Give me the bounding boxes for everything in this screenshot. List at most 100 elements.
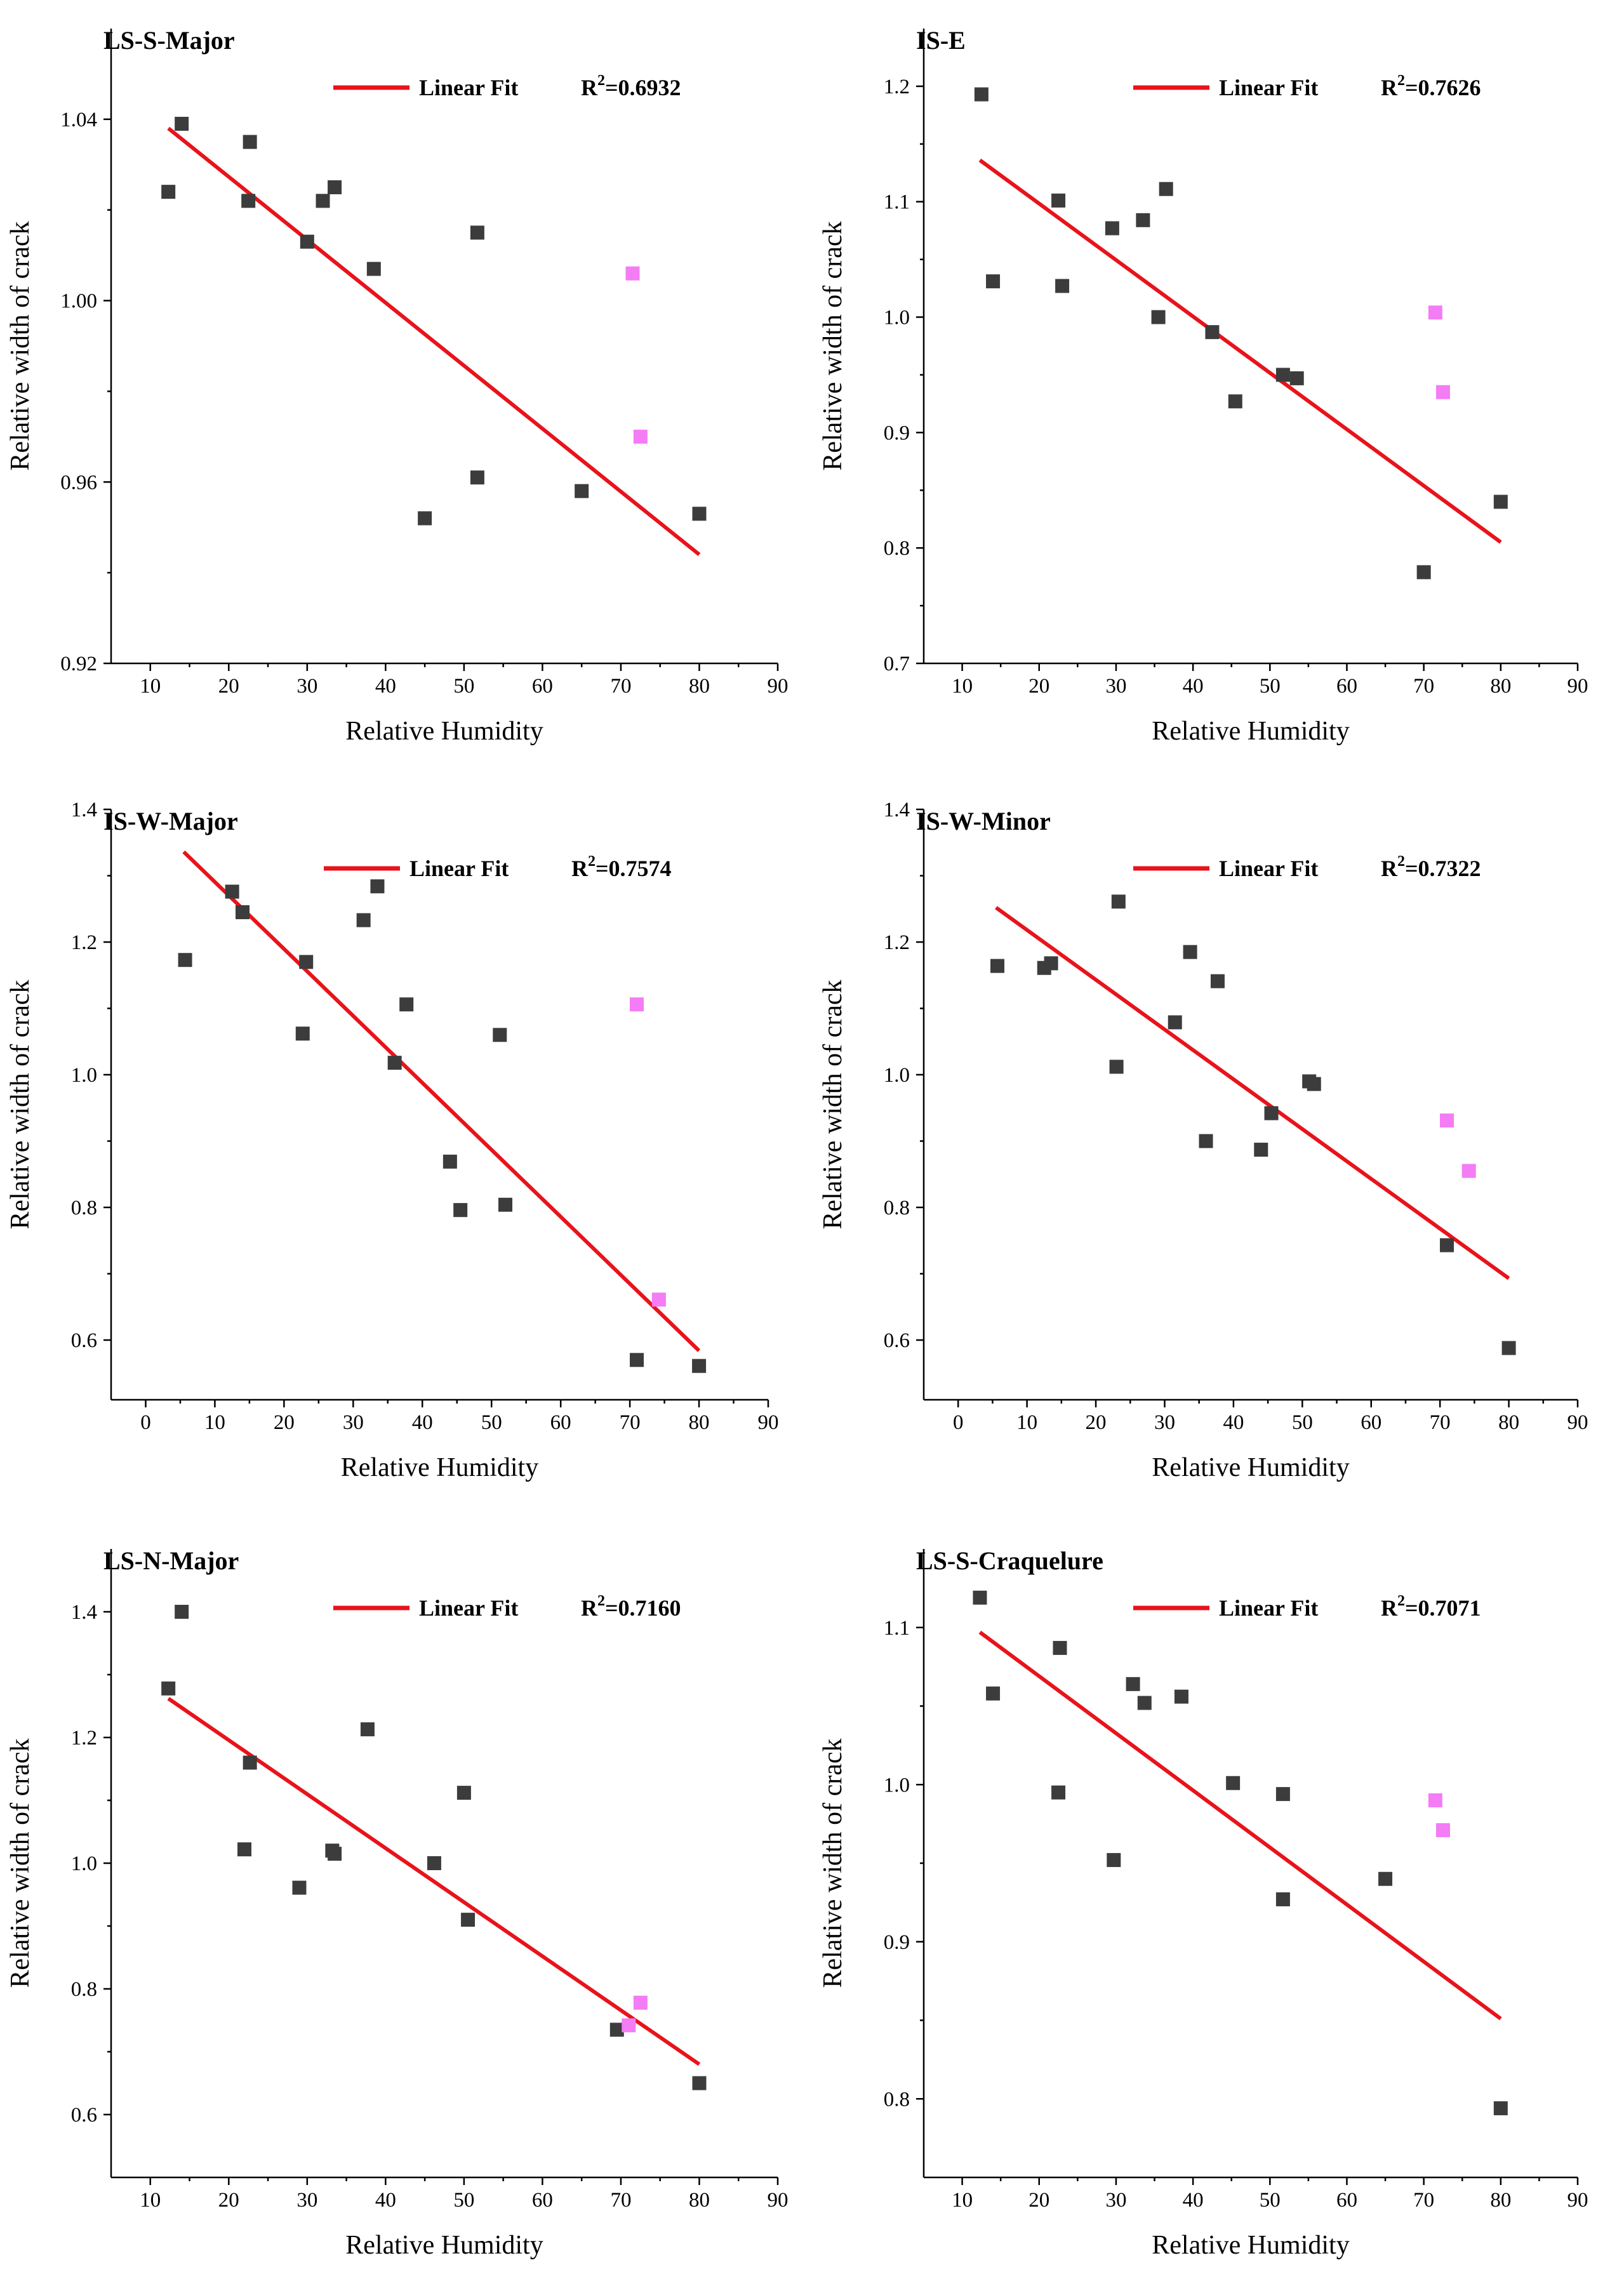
- x-tick-label: 40: [1183, 2189, 1204, 2212]
- r2-prefix: R: [1381, 75, 1398, 100]
- data-point: [493, 1028, 507, 1042]
- data-point: [175, 117, 189, 131]
- data-point: [427, 1856, 441, 1870]
- chart-panel-5: 10 20 30 40 50 60 70 80 90 0.6 0.8 1.0 1.2 1.4 Relativ…: [6, 1546, 789, 2260]
- x-tick-label: 70: [1430, 1411, 1451, 1434]
- x-tick-label: 10: [952, 675, 973, 698]
- panel-title: IS-W-Major: [103, 807, 238, 835]
- y-tick-label: 1.1: [884, 1617, 910, 1640]
- data-point: [366, 262, 381, 276]
- x-tick-label: 40: [412, 1411, 433, 1434]
- panel-title: IS-E: [916, 26, 966, 55]
- x-tick-label: 60: [532, 2189, 553, 2212]
- x-axis-title: Relative Humidity: [1152, 717, 1349, 746]
- x-tick-label: 40: [375, 2189, 396, 2212]
- data-point: [175, 1605, 189, 1619]
- x-tick-label: 90: [768, 2189, 789, 2212]
- x-tick-label: 50: [481, 1411, 502, 1434]
- data-point: [1183, 945, 1197, 959]
- r2-prefix: R: [571, 856, 589, 881]
- x-tick-label: 10: [140, 2189, 161, 2212]
- r2-value: =0.7160: [605, 1595, 681, 1621]
- data-point: [241, 194, 256, 208]
- y-tick-label: 1.4: [71, 1601, 97, 1624]
- data-point: [1289, 371, 1304, 385]
- data-point: [1254, 1143, 1268, 1157]
- data-point: [456, 1786, 471, 1800]
- x-tick-label: 30: [296, 675, 317, 698]
- data-point: [1493, 2101, 1508, 2116]
- data-point: [1210, 974, 1225, 988]
- data-point: [328, 1847, 342, 1861]
- linear-fit-line: [978, 158, 1502, 544]
- x-tick-label: 80: [689, 1411, 710, 1434]
- y-tick-label: 1.0: [71, 1852, 97, 1875]
- data-point: [225, 884, 239, 899]
- data-point: [609, 2023, 624, 2037]
- x-tick-label: 40: [1183, 675, 1204, 698]
- data-point: [453, 1203, 468, 1218]
- x-tick-label: 20: [218, 675, 239, 698]
- x-tick-label: 80: [1490, 675, 1511, 698]
- data-point: [1126, 1677, 1140, 1691]
- r2-prefix: R: [581, 1595, 598, 1621]
- highlighted-point: [1428, 1793, 1442, 1807]
- x-tick-label: 50: [453, 675, 474, 698]
- data-point: [630, 1353, 644, 1367]
- data-point: [1105, 221, 1119, 236]
- data-point: [299, 955, 314, 969]
- data-point: [1051, 193, 1066, 208]
- data-point: [399, 997, 414, 1012]
- legend-label: Linear Fit: [1219, 75, 1318, 100]
- chart-panel-3: 0 10 20 30 40 50 60 70 80 90 0.6 0.8 1.0 1.2 1.4 Relati…: [6, 799, 779, 1482]
- data-point: [1055, 279, 1070, 293]
- chart-panel-1: 10 20 30 40 50 60 70 80 90 0.92 0.96 1.00 1.04 Relati…: [6, 26, 789, 746]
- r2-superscript: 2: [588, 853, 596, 870]
- y-axis-title: Relative width of crack: [6, 1738, 35, 1988]
- y-tick-label: 1.2: [884, 931, 910, 954]
- y-tick-label: 1.4: [884, 799, 910, 821]
- y-axis-title: Relative width of crack: [818, 980, 848, 1229]
- r2-prefix: R: [581, 75, 598, 100]
- data-point: [316, 194, 330, 208]
- legend-r-squared: R2=0.7071: [1381, 1593, 1481, 1621]
- linear-fit-line: [167, 126, 701, 556]
- highlighted-point: [625, 266, 640, 281]
- x-tick-label: 10: [140, 675, 161, 698]
- data-point: [974, 87, 988, 102]
- chart-panel-4: 0 10 20 30 40 50 60 70 80 90 0.6 0.8 1.0 1.2 1.4 Relati…: [818, 799, 1588, 1482]
- panel-title: IS-W-Minor: [916, 807, 1051, 835]
- r2-superscript: 2: [597, 72, 605, 89]
- data-point: [237, 1842, 251, 1857]
- y-tick-label: 0.8: [884, 1197, 910, 1219]
- x-tick-label: 10: [204, 1411, 225, 1434]
- highlighted-point: [622, 2018, 636, 2033]
- data-point: [973, 1590, 987, 1605]
- data-point: [1199, 1134, 1213, 1148]
- x-tick-label: 40: [375, 675, 396, 698]
- data-point: [387, 1056, 402, 1070]
- data-point: [990, 959, 1005, 973]
- legend-label: Linear Fit: [1219, 856, 1318, 881]
- data-point: [498, 1197, 512, 1212]
- data-point: [1053, 1640, 1067, 1655]
- y-tick-label: 0.6: [71, 2104, 97, 2127]
- y-tick-label: 0.9: [884, 422, 910, 444]
- highlighted-point: [1461, 1164, 1476, 1178]
- x-tick-label: 20: [1086, 1411, 1107, 1434]
- x-tick-label: 70: [610, 2189, 631, 2212]
- data-point: [300, 234, 314, 249]
- data-point: [1226, 1776, 1241, 1790]
- y-tick-label: 1.0: [884, 307, 910, 329]
- highlighted-point: [1435, 385, 1450, 399]
- data-point: [243, 135, 257, 149]
- y-tick-label: 0.8: [884, 537, 910, 560]
- y-tick-label: 1.04: [60, 109, 97, 131]
- y-tick-label: 1.2: [71, 1727, 97, 1750]
- x-tick-label: 70: [1413, 2189, 1434, 2212]
- x-tick-label: 90: [1567, 1411, 1588, 1434]
- legend-label: Linear Fit: [409, 856, 509, 881]
- x-axis-title: Relative Humidity: [345, 717, 543, 746]
- x-tick-label: 30: [343, 1411, 364, 1434]
- linear-fit-line: [995, 906, 1510, 1280]
